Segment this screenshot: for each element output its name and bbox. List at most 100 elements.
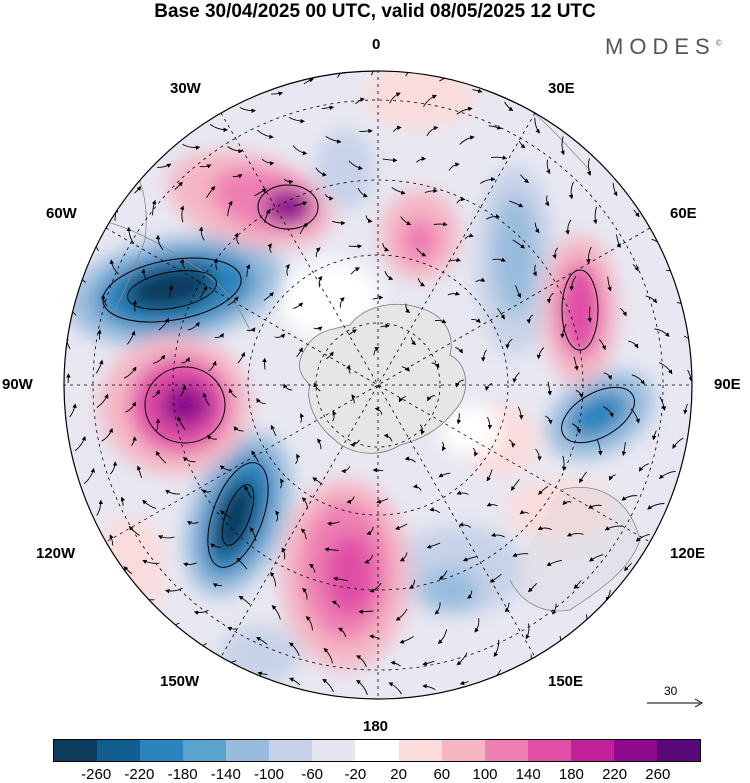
wind-arrow — [603, 372, 612, 380]
wind-arrow — [633, 209, 640, 218]
wind-arrow — [380, 323, 390, 329]
wind-arrow — [332, 410, 337, 422]
wind-arrow — [489, 573, 502, 583]
wind-arrow — [383, 433, 393, 442]
wind-arrow — [609, 474, 616, 481]
wind-arrow — [366, 526, 374, 536]
wind-arrow — [155, 234, 164, 251]
wind-arrow — [303, 78, 314, 85]
wind-arrow — [504, 101, 514, 112]
wind-arrow — [357, 187, 368, 198]
wind-arrow — [486, 416, 493, 430]
wind-arrow — [219, 465, 232, 471]
wind-arrow — [374, 406, 383, 415]
wind-arrow — [331, 600, 341, 608]
wind-arrow — [254, 188, 267, 197]
wind-arrow — [261, 158, 275, 166]
wind-arrow — [207, 434, 217, 440]
lon-label-0: 0 — [372, 36, 381, 53]
wind-arrow — [126, 226, 135, 245]
wind-arrow — [125, 401, 136, 413]
wind-arrow — [596, 439, 603, 456]
wind-arrow — [348, 329, 357, 336]
wind-arrow — [142, 499, 157, 510]
wind-arrow — [376, 498, 389, 504]
wind-arrow — [532, 264, 537, 277]
wind-arrow — [179, 205, 185, 223]
wind-arrow — [312, 477, 323, 485]
lon-label-30e: 30E — [548, 80, 575, 97]
colorbar-tick-label: 260 — [645, 766, 671, 783]
wind-arrow — [434, 318, 447, 324]
wind-arrow — [456, 413, 462, 425]
wind-arrow — [187, 521, 199, 526]
wind-arrow — [199, 285, 208, 299]
colorbar-tick-label: 140 — [515, 766, 541, 783]
wind-arrow — [547, 381, 553, 396]
wind-arrow — [351, 394, 356, 404]
wind-arrow — [348, 160, 363, 170]
reference-vector-arrow — [647, 698, 704, 708]
wind-arrow — [512, 239, 526, 249]
wind-arrow — [324, 193, 334, 201]
wind-arrow — [208, 360, 217, 372]
wind-arrow — [274, 333, 286, 339]
wind-arrow — [434, 602, 441, 615]
colorbar-swatch — [398, 740, 442, 761]
wind-arrow — [490, 155, 508, 160]
wind-arrow — [607, 276, 612, 292]
wind-arrow — [438, 472, 451, 478]
lon-label-150w: 150W — [160, 673, 200, 690]
wind-arrow — [464, 233, 474, 240]
wind-arrow — [372, 467, 384, 473]
wind-arrow — [157, 163, 172, 168]
wind-arrow — [300, 528, 307, 540]
wind-arrow — [621, 495, 638, 501]
wind-arrow — [631, 374, 645, 385]
wind-arrow — [305, 615, 313, 631]
wind-arrow — [339, 297, 345, 308]
wind-arrow — [604, 525, 623, 531]
wind-arrow — [299, 222, 309, 235]
wind-arrow — [365, 215, 373, 223]
wind-arrow — [333, 576, 348, 582]
wind-arrow — [83, 467, 95, 485]
wind-arrow — [534, 117, 540, 134]
wind-arrow — [369, 634, 380, 640]
wind-arrow — [572, 423, 582, 434]
wind-arrow — [177, 416, 186, 430]
wind-arrow — [565, 219, 572, 235]
wind-arrow — [238, 595, 251, 605]
wind-arrow — [356, 655, 367, 667]
wind-arrow — [552, 247, 558, 260]
wind-arrow — [573, 356, 579, 371]
wind-arrow — [157, 535, 175, 540]
wind-arrow — [288, 642, 300, 656]
wind-arrow — [372, 295, 384, 300]
wind-arrow — [358, 609, 374, 614]
wind-arrow — [429, 507, 441, 514]
wind-arrow — [401, 366, 410, 372]
wind-arrow — [202, 489, 212, 495]
wind-arrow — [179, 258, 186, 269]
wind-arrow — [302, 587, 308, 600]
wind-arrow — [317, 438, 322, 450]
wind-arrow — [391, 187, 406, 195]
wind-arrow — [537, 525, 552, 531]
colorbar-swatch — [355, 740, 399, 761]
wind-arrow — [346, 364, 351, 374]
wind-arrow — [321, 105, 335, 110]
wind-arrow — [206, 186, 216, 199]
wind-arrow — [136, 465, 143, 479]
wind-arrow — [392, 125, 402, 132]
wind-arrow — [128, 525, 140, 536]
colorbar-swatch — [527, 740, 571, 761]
colorbar-swatch — [441, 740, 485, 761]
wind-arrow — [517, 406, 524, 420]
wind-arrow — [527, 583, 538, 593]
wind-arrow — [245, 264, 250, 277]
reference-vector-label: 30 — [664, 684, 678, 698]
wind-arrow — [647, 503, 665, 510]
wind-arrow — [638, 463, 649, 472]
wind-arrow — [275, 510, 280, 522]
